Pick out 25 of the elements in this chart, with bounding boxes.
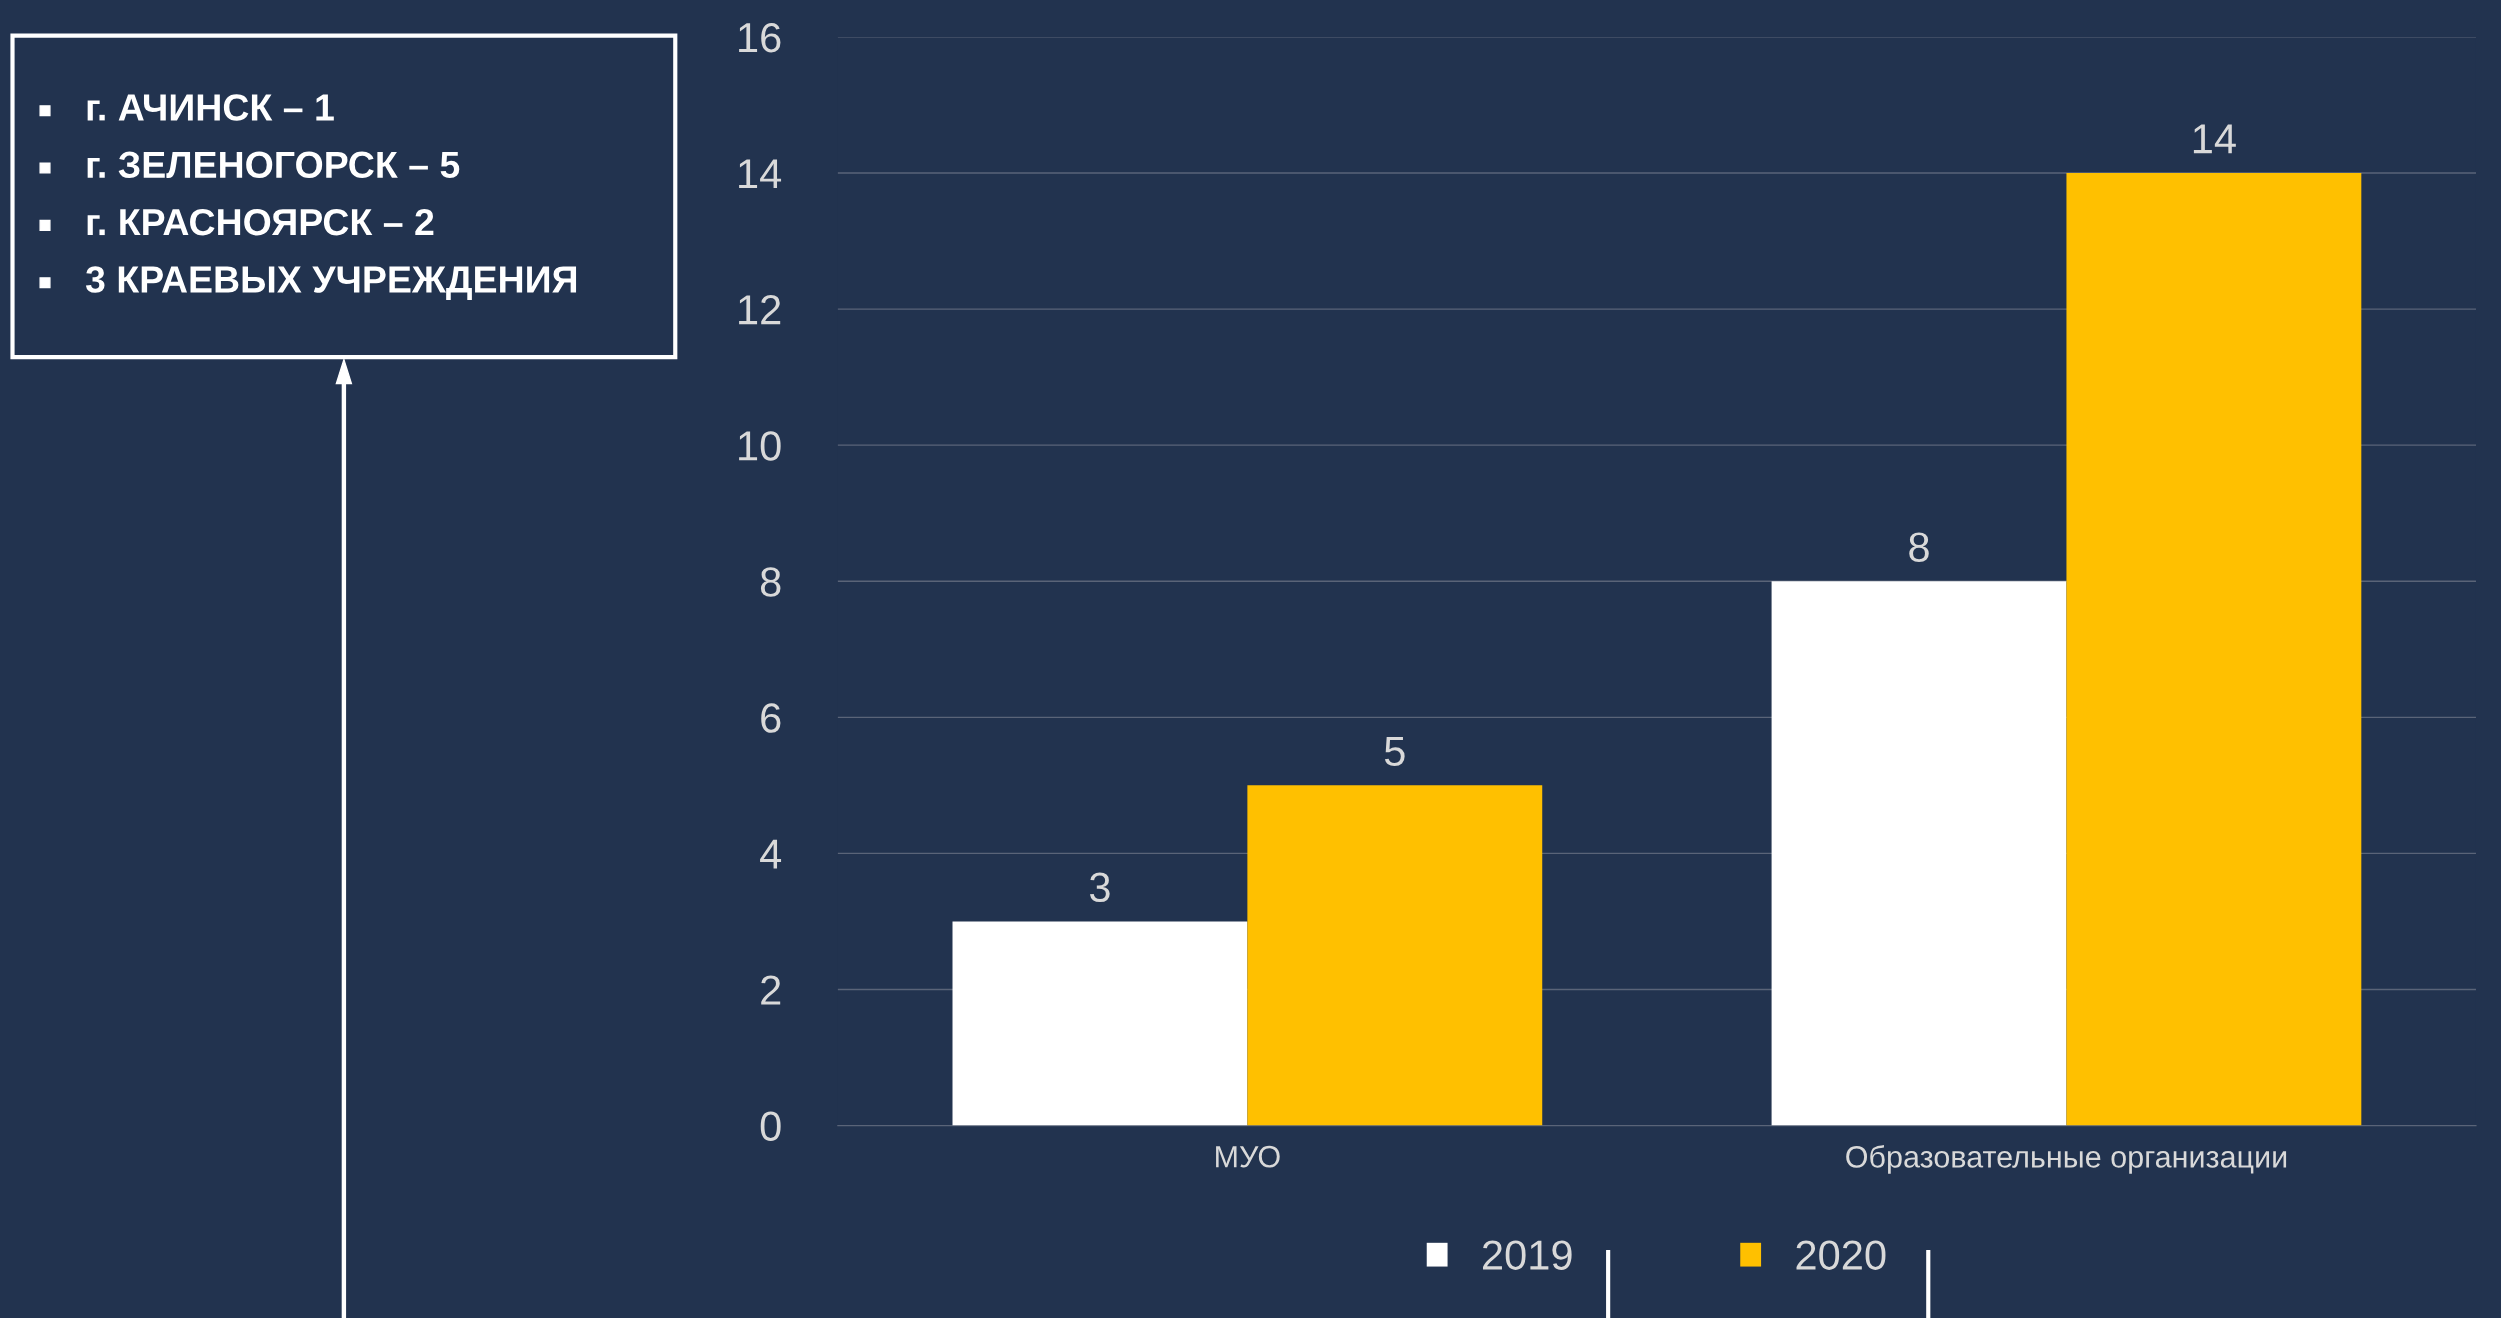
bar: [1771, 581, 2067, 1126]
y-tick-label: 16: [739, 22, 781, 53]
y-tick-label: 4: [760, 839, 782, 869]
text: г. КРАСНОЯРСК – 2: [87, 208, 434, 236]
bar: [952, 921, 1248, 1126]
text: г. ЗЕЛЕНОГОРСК – 5: [87, 151, 460, 179]
text: 3 КРАЕВЫХ УЧРЕЖДЕНИЯ: [85, 266, 577, 300]
y-tick-label: 14: [739, 159, 782, 189]
bar: [1247, 785, 1543, 1126]
data-label: 14: [2193, 124, 2236, 154]
y-tick-label: 8: [760, 567, 781, 597]
y-tick-label: 10: [739, 431, 781, 461]
bar: [2066, 172, 2362, 1126]
y-tick-label: 2: [761, 975, 781, 1005]
text: г. АЧИНСК – 1: [87, 94, 334, 121]
legend-label: 2019: [1482, 1240, 1572, 1270]
y-tick-label: 12: [739, 295, 781, 325]
legend-label: 2020: [1796, 1240, 1886, 1270]
y-tick-label: 0: [760, 1111, 781, 1142]
x-tick-label: Образовательные организации: [1846, 1145, 2287, 1174]
data-label: 3: [1089, 872, 1110, 903]
x-tick-label: МУО: [1216, 1145, 1280, 1168]
y-tick-label: 6: [761, 703, 781, 733]
data-label: 5: [1384, 736, 1405, 767]
data-label: 8: [1909, 532, 1929, 562]
